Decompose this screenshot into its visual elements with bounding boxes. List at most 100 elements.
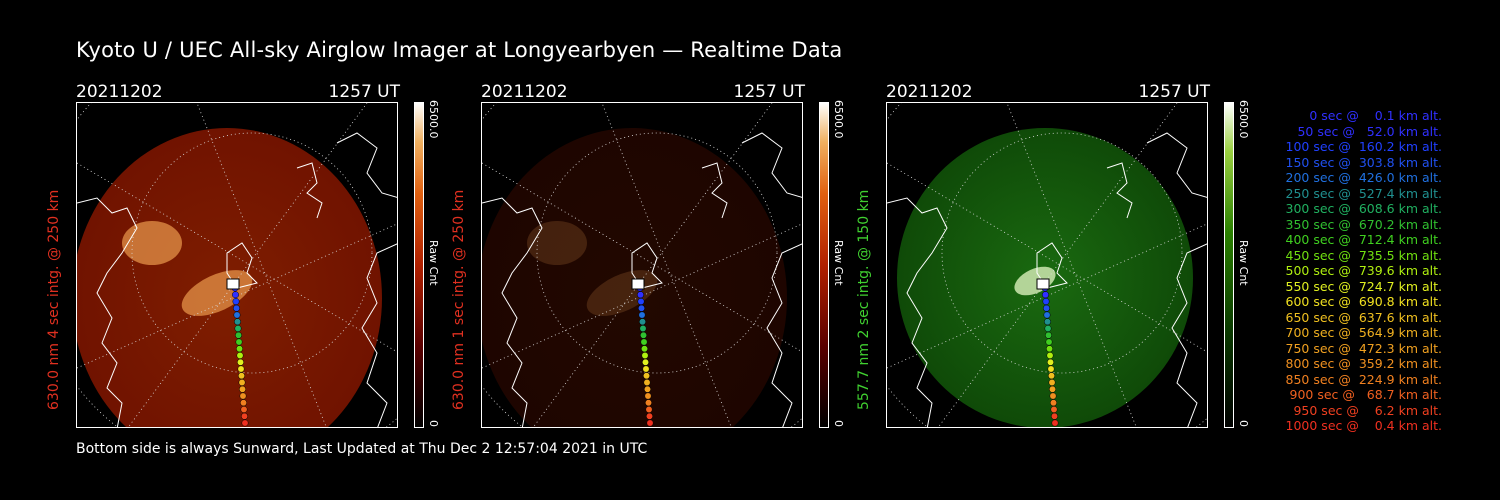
trajectory-dot	[642, 358, 649, 366]
trajectory-dot	[1049, 392, 1057, 400]
trajectory-dot	[640, 338, 648, 346]
trajectory-dot	[1044, 318, 1051, 326]
legend-entry: 400 sec @ 712.4 km alt.	[1281, 232, 1443, 247]
panel-ylabel: 630.0 nm 4 sec intg. @ 250 km	[46, 189, 62, 410]
trajectory-dot	[232, 291, 239, 299]
panel-time: 1257 UT	[1138, 82, 1211, 102]
trajectory-dot	[639, 325, 647, 332]
legend-entry: 550 sec @ 724.7 km alt.	[1281, 278, 1443, 294]
trajectory-dot	[239, 385, 246, 393]
trajectory-dot	[238, 379, 246, 386]
trajectory-dot	[638, 304, 645, 312]
station-marker	[226, 278, 240, 290]
panel-date: 20211202	[481, 82, 568, 102]
trajectory-dot	[644, 385, 651, 393]
legend-entry: 450 sec @ 735.5 km alt.	[1281, 247, 1443, 263]
trajectory-dot	[645, 399, 652, 407]
colorbar-max-label: 6500.0	[832, 100, 845, 139]
footer-note: Bottom side is always Sunward, Last Upda…	[76, 441, 648, 457]
legend-entry: 800 sec @ 359.2 km alt.	[1281, 356, 1443, 371]
panel-date: 20211202	[76, 82, 163, 102]
colorbar-unit-label: Raw Cnt	[832, 240, 845, 286]
trajectory-dot	[1048, 372, 1055, 380]
trajectory-dot	[1049, 385, 1056, 393]
trajectory-dot	[646, 419, 654, 427]
trajectory-legend: 0 sec @ 0.1 km alt. 50 sec @ 52.0 km alt…	[1262, 108, 1482, 434]
coastline-scandinavia	[766, 243, 802, 427]
trajectory-dot	[643, 372, 650, 380]
legend-entry: 250 sec @ 527.4 km alt.	[1281, 185, 1443, 201]
aurora-patch	[527, 221, 587, 265]
trajectory-dot	[1045, 331, 1052, 339]
panel-ylabel: 557.7 nm 2 sec intg. @ 150 km	[856, 189, 872, 410]
colorbar-max-label: 6500.0	[1237, 100, 1250, 139]
trajectory-dot	[1045, 338, 1053, 346]
legend-entry: 300 sec @ 608.6 km alt.	[1281, 201, 1443, 216]
legend-entry: 200 sec @ 426.0 km alt.	[1281, 170, 1443, 185]
trajectory-dot	[240, 406, 248, 413]
panel-date: 20211202	[886, 82, 973, 102]
legend-entry: 50 sec @ 52.0 km alt.	[1289, 123, 1442, 139]
legend-entry: 950 sec @ 6.2 km alt.	[1289, 402, 1442, 418]
trajectory-dot	[637, 298, 645, 305]
coastline-islands	[1106, 162, 1133, 219]
legend-entry: 650 sec @ 637.6 km alt.	[1281, 309, 1443, 325]
trajectory-dot	[1047, 365, 1055, 373]
panel-time: 1257 UT	[733, 82, 806, 102]
colorbar-unit-label: Raw Cnt	[1237, 240, 1250, 286]
coastline-greenland	[482, 197, 543, 427]
coastline-greenland	[887, 197, 948, 427]
trajectory-dot	[234, 325, 242, 332]
colorbar	[819, 102, 829, 428]
trajectory-dot	[641, 345, 648, 353]
allsky-image	[886, 102, 1208, 428]
legend-entry: 0 sec @ 0.1 km alt.	[1297, 108, 1442, 123]
legend-entry: 900 sec @ 68.7 km alt.	[1285, 387, 1442, 402]
trajectory-dot	[1044, 325, 1052, 332]
station-marker	[631, 278, 645, 290]
trajectory-dot	[238, 372, 245, 380]
trajectory-dot	[241, 412, 248, 420]
trajectory-dot	[642, 365, 650, 373]
coastline-islands	[701, 162, 728, 219]
trajectory-track	[1041, 284, 1059, 427]
trajectory-dot	[239, 392, 247, 400]
trajectory-dot	[638, 311, 646, 319]
legend-entry: 500 sec @ 739.6 km alt.	[1281, 263, 1443, 278]
coastline-svalbard	[226, 242, 258, 289]
trajectory-dot	[1047, 358, 1054, 366]
trajectory-dot	[234, 318, 241, 326]
trajectory-dot	[637, 291, 644, 299]
trajectory-dot	[233, 304, 240, 312]
legend-entry: 750 sec @ 472.3 km alt.	[1281, 340, 1443, 356]
trajectory-dot	[640, 331, 647, 339]
panel-2: 20211202 1257 UT 630.0 nm 1 sec intg. @ …	[451, 80, 861, 430]
trajectory-track	[231, 284, 249, 427]
trajectory-dot	[644, 392, 652, 400]
allsky-image	[481, 102, 803, 428]
trajectory-dot	[639, 318, 646, 326]
trajectory-dot	[232, 298, 240, 305]
trajectory-dot	[1050, 399, 1057, 407]
legend-entry: 850 sec @ 224.9 km alt.	[1281, 371, 1443, 387]
station-marker	[1036, 278, 1050, 290]
trajectory-dot	[1043, 304, 1050, 312]
legend-entry: 700 sec @ 564.9 km alt.	[1281, 325, 1443, 340]
trajectory-track	[636, 284, 654, 427]
colorbar-max-label: 6500.0	[427, 100, 440, 139]
trajectory-dot	[1046, 345, 1053, 353]
trajectory-dot	[236, 352, 244, 359]
trajectory-dot	[1042, 291, 1049, 299]
trajectory-dot	[641, 352, 649, 359]
legend-entry: 350 sec @ 670.2 km alt.	[1281, 216, 1443, 232]
coastline-greenland	[77, 197, 138, 427]
coastline-franz-josef	[336, 132, 397, 198]
trajectory-dot	[235, 331, 242, 339]
colorbar-min-label: 0	[1237, 420, 1250, 427]
panel-1: 20211202 1257 UT 630.0 nm 4 sec intg. @ …	[46, 80, 456, 430]
coastline-svalbard	[631, 242, 663, 289]
trajectory-dot	[236, 345, 243, 353]
legend-entry: 1000 sec @ 0.4 km alt.	[1285, 418, 1442, 433]
trajectory-dot	[237, 365, 245, 373]
trajectory-dot	[1051, 419, 1059, 427]
